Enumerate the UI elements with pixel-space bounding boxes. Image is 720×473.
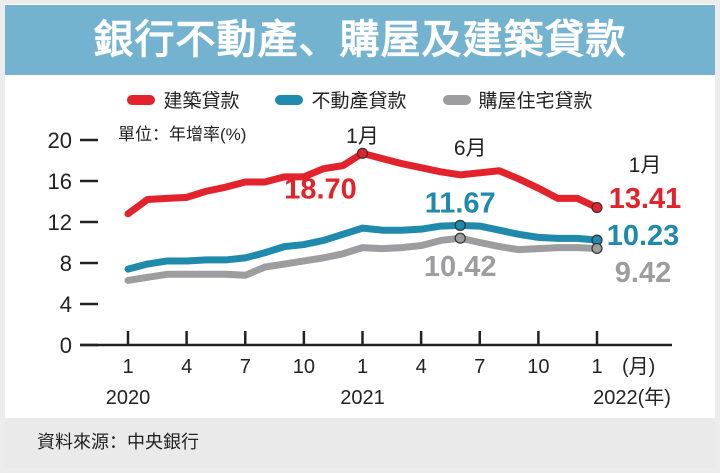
data-label: 13.41 (609, 183, 682, 215)
source-note: 資料來源：中央銀行 (5, 418, 715, 468)
legend-item-housing: 購屋住宅貸款 (442, 86, 593, 113)
x-tick-label: 1 (357, 356, 368, 378)
data-label: 10.42 (424, 251, 497, 283)
unit-label: 單位：年增率(%) (118, 125, 246, 144)
chart-title: 銀行不動產、購屋及建築貸款 (5, 5, 715, 75)
data-point-marker (454, 232, 466, 244)
x-tick-label: 4 (181, 356, 192, 378)
x-tick-label: 4 (416, 356, 427, 378)
data-point-marker (591, 201, 603, 214)
x-tick-label: 10 (293, 356, 315, 378)
data-point-marker (591, 242, 603, 255)
y-tick-label: 4 (60, 292, 72, 317)
data-point-marker (356, 147, 369, 159)
y-tick-label: 16 (48, 169, 72, 194)
series-line-1 (124, 221, 601, 273)
data-point-marker (454, 219, 466, 231)
month-label: 6月 (454, 137, 487, 160)
y-tick-label: 12 (48, 210, 72, 235)
data-label: 9.42 (615, 257, 671, 289)
series-line-2 (124, 234, 601, 284)
x-tick-label: 7 (240, 356, 251, 378)
year-label: 2022(年) (593, 386, 671, 409)
data-label: 10.23 (607, 220, 680, 252)
x-tick-label: 7 (474, 356, 485, 378)
year-label: 2021 (340, 387, 385, 409)
legend-label: 不動產貸款 (311, 90, 407, 112)
series-line-0 (124, 149, 601, 218)
year-label: 2020 (106, 387, 151, 409)
y-tick-label: 20 (48, 128, 72, 153)
data-label: 18.70 (284, 173, 357, 205)
y-tick-label: 0 (60, 333, 72, 358)
legend-item-real-estate: 不動產貸款 (275, 86, 407, 113)
data-label: 11.67 (425, 187, 496, 219)
y-tick-label: 8 (60, 251, 72, 276)
legend-swatch (275, 94, 304, 105)
legend-swatch (127, 94, 156, 105)
legend: 建築貸款 不動產貸款 購屋住宅貸款 (0, 86, 720, 113)
month-label: 1月 (629, 154, 662, 177)
legend-swatch (442, 94, 471, 105)
x-tick-label: 1 (591, 356, 602, 378)
month-label: 1月 (346, 125, 379, 148)
legend-label: 購屋住宅貸款 (478, 90, 593, 112)
x-tick-label: 1 (122, 356, 133, 378)
x-unit-label: (月) (622, 356, 655, 378)
legend-label: 建築貸款 (163, 90, 240, 112)
legend-item-construction: 建築貸款 (127, 86, 239, 113)
x-tick-label: 10 (527, 356, 549, 378)
